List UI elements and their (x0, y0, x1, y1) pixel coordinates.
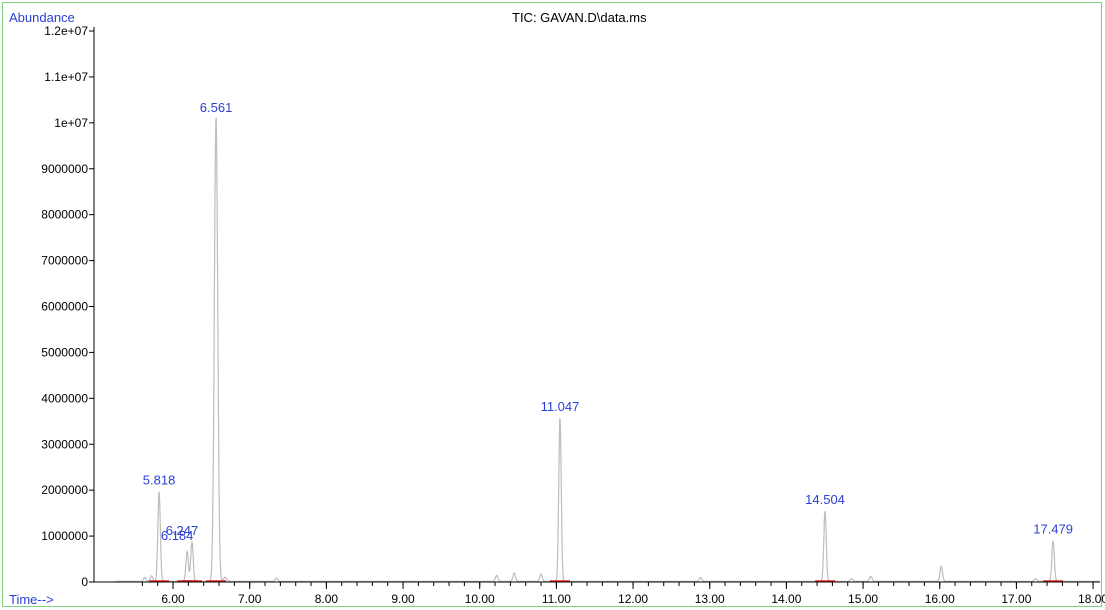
y-tick-label: 3000000 (41, 437, 88, 451)
y-tick-label: 2000000 (41, 483, 88, 497)
y-tick-label: 8000000 (41, 208, 88, 222)
peak-label-4: 11.047 (541, 399, 580, 414)
y-axis-title: Abundance (9, 10, 75, 25)
y-tick-label: 1.2e+07 (44, 24, 88, 38)
x-tick-label: 16.00 (925, 592, 955, 606)
y-tick-label: 6000000 (41, 300, 88, 314)
x-tick-label: 17.00 (1001, 592, 1031, 606)
y-tick-label: 0 (81, 575, 88, 589)
x-axis-title: Time--> (9, 592, 54, 607)
peak-label-0: 5.818 (143, 472, 176, 487)
tic-trace (115, 117, 1100, 582)
x-tick-label: 7.00 (238, 592, 262, 606)
y-tick-label: 9000000 (41, 162, 88, 176)
y-tick-label: 1e+07 (54, 116, 88, 130)
y-tick-label: 7000000 (41, 254, 88, 268)
x-tick-label: 12.00 (618, 592, 648, 606)
x-tick-label: 8.00 (315, 592, 339, 606)
peak-label-5: 14.504 (805, 492, 845, 507)
x-tick-label: 18.00 (1078, 592, 1105, 606)
y-tick-label: 1000000 (41, 529, 88, 543)
y-tick-label: 5000000 (41, 345, 88, 359)
chart-title: TIC: GAVAN.D\data.ms (512, 10, 647, 25)
x-tick-label: 9.00 (391, 592, 415, 606)
x-tick-label: 13.00 (695, 592, 725, 606)
x-tick-label: 6.00 (161, 592, 185, 606)
x-tick-label: 10.00 (465, 592, 495, 606)
peak-label-1: 6.184 (161, 528, 194, 543)
x-tick-label: 11.00 (542, 592, 571, 606)
peak-label-6: 17.479 (1033, 522, 1073, 537)
peak-label-2: 6.247 (166, 523, 199, 538)
y-tick-label: 4000000 (41, 391, 88, 405)
x-tick-label: 15.00 (848, 592, 878, 606)
peak-label-3: 6.561 (200, 100, 233, 115)
y-tick-label: 1.1e+07 (44, 70, 88, 84)
x-tick-label: 14.00 (771, 592, 801, 606)
